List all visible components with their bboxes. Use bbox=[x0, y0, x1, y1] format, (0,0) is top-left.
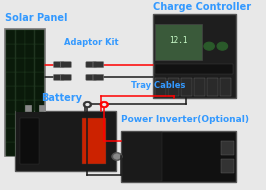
Bar bbox=[16, 128, 25, 142]
Bar bbox=[15, 111, 116, 171]
Bar bbox=[16, 100, 25, 114]
Bar bbox=[155, 78, 166, 96]
Bar bbox=[25, 30, 34, 44]
Bar bbox=[35, 114, 44, 128]
Bar bbox=[25, 100, 34, 114]
Bar bbox=[16, 58, 25, 72]
Bar bbox=[35, 30, 44, 44]
Bar bbox=[221, 159, 234, 173]
Bar bbox=[25, 128, 34, 142]
Bar bbox=[6, 44, 15, 58]
FancyBboxPatch shape bbox=[53, 62, 64, 68]
Bar bbox=[120, 131, 236, 182]
Bar bbox=[35, 58, 44, 72]
Bar bbox=[122, 132, 162, 181]
Bar bbox=[6, 72, 15, 86]
Bar bbox=[181, 78, 192, 96]
Bar bbox=[25, 44, 34, 58]
Bar bbox=[207, 78, 218, 96]
Bar bbox=[82, 118, 106, 164]
Bar bbox=[25, 86, 34, 100]
Circle shape bbox=[217, 42, 228, 50]
Circle shape bbox=[204, 42, 214, 50]
Bar bbox=[20, 118, 39, 164]
Bar bbox=[6, 30, 15, 44]
Bar bbox=[16, 142, 25, 156]
Bar bbox=[25, 105, 31, 111]
Bar bbox=[25, 142, 34, 156]
Bar bbox=[25, 72, 34, 86]
Text: Solar Panel: Solar Panel bbox=[6, 13, 68, 23]
Bar bbox=[6, 128, 15, 142]
Bar bbox=[6, 58, 15, 72]
Bar bbox=[194, 78, 205, 96]
FancyBboxPatch shape bbox=[86, 62, 97, 68]
Bar bbox=[16, 72, 25, 86]
Bar bbox=[39, 105, 45, 111]
FancyBboxPatch shape bbox=[86, 74, 97, 81]
FancyBboxPatch shape bbox=[93, 62, 104, 68]
FancyBboxPatch shape bbox=[61, 62, 71, 68]
Bar bbox=[35, 128, 44, 142]
Bar bbox=[168, 78, 179, 96]
Circle shape bbox=[100, 101, 109, 108]
Bar bbox=[25, 114, 34, 128]
Bar bbox=[6, 29, 45, 157]
FancyBboxPatch shape bbox=[93, 74, 104, 81]
Bar bbox=[16, 86, 25, 100]
Bar bbox=[35, 100, 44, 114]
Circle shape bbox=[83, 101, 92, 108]
Bar bbox=[35, 44, 44, 58]
Bar bbox=[6, 86, 15, 100]
Bar bbox=[25, 58, 34, 72]
Bar bbox=[220, 78, 231, 96]
Text: Power Inverter(Optional): Power Inverter(Optional) bbox=[120, 115, 248, 124]
Circle shape bbox=[112, 153, 122, 161]
Bar bbox=[6, 100, 15, 114]
Bar bbox=[16, 30, 25, 44]
Bar bbox=[35, 142, 44, 156]
Bar bbox=[16, 112, 115, 170]
Text: Adaptor Kit: Adaptor Kit bbox=[64, 38, 119, 47]
Circle shape bbox=[113, 154, 120, 159]
Bar bbox=[6, 114, 15, 128]
Bar bbox=[16, 114, 25, 128]
Bar bbox=[16, 44, 25, 58]
Circle shape bbox=[85, 103, 90, 106]
Bar bbox=[35, 72, 44, 86]
FancyBboxPatch shape bbox=[53, 74, 64, 81]
Circle shape bbox=[102, 103, 106, 106]
Text: 12.1: 12.1 bbox=[170, 36, 188, 45]
Bar bbox=[155, 24, 202, 60]
Text: Battery: Battery bbox=[41, 93, 82, 103]
Text: Charge Controller: Charge Controller bbox=[153, 2, 251, 12]
FancyBboxPatch shape bbox=[61, 74, 71, 81]
Bar bbox=[221, 141, 234, 155]
Bar bbox=[153, 14, 236, 98]
Bar bbox=[35, 86, 44, 100]
Text: Tray Cables: Tray Cables bbox=[131, 81, 186, 90]
Bar bbox=[6, 142, 15, 156]
Bar bbox=[155, 63, 233, 74]
